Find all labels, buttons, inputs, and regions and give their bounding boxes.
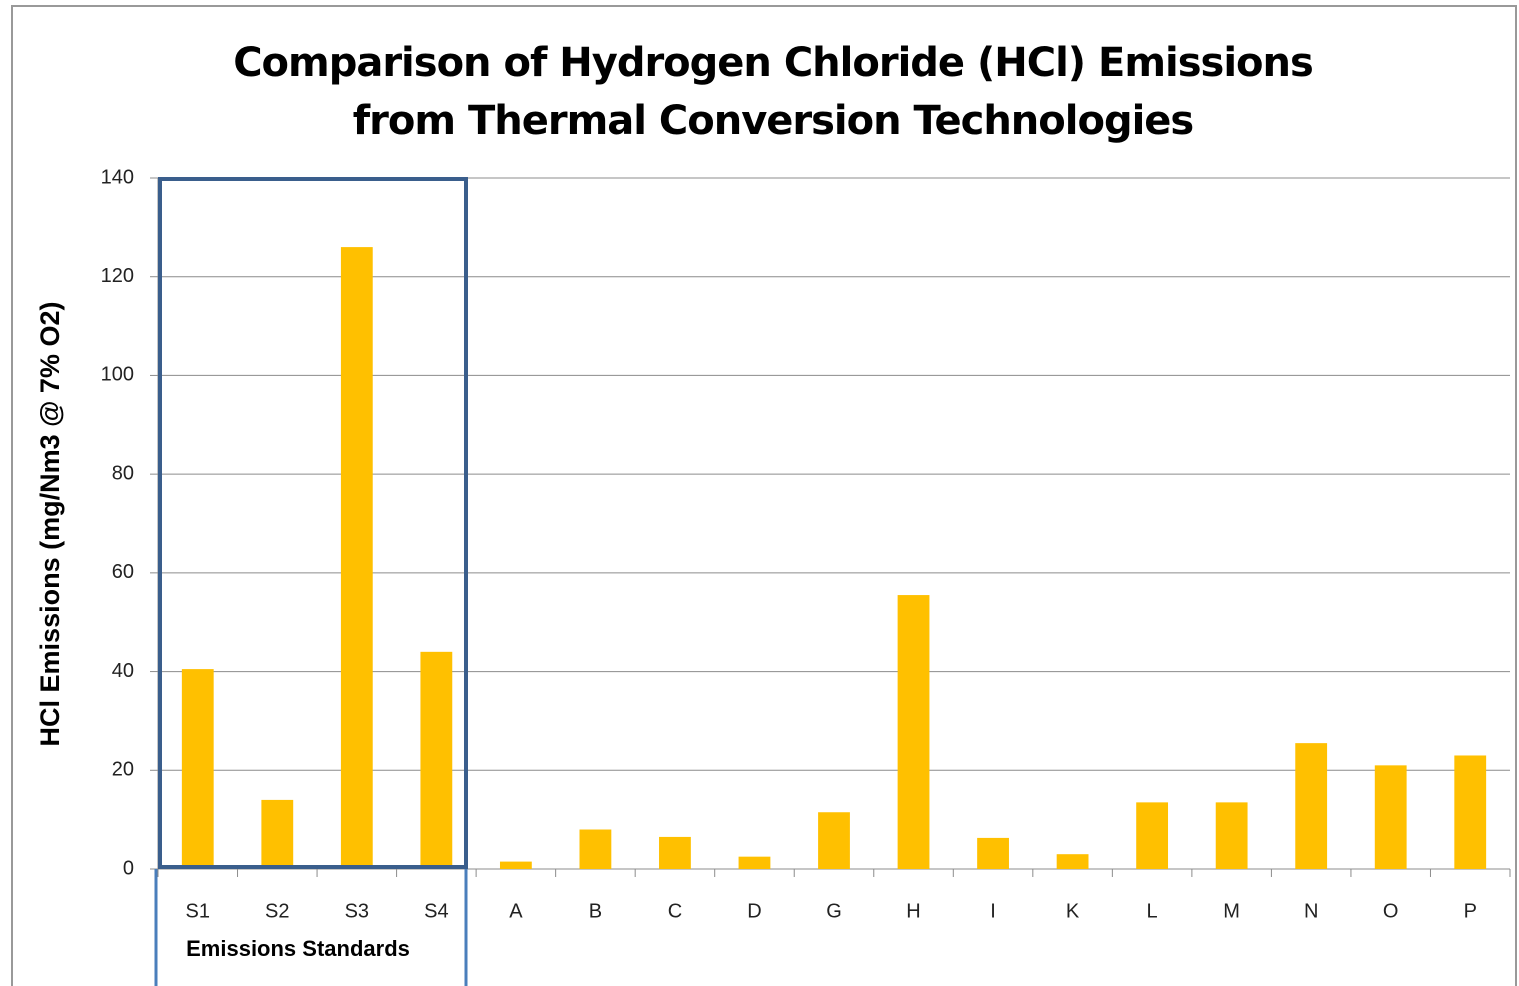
y-tick-label: 20 — [112, 759, 134, 781]
x-tick-label: A — [509, 900, 523, 922]
y-tick-label: 0 — [123, 857, 134, 879]
highlight-box — [158, 177, 468, 869]
bar — [1136, 802, 1169, 869]
x-tick-label: K — [1066, 900, 1080, 922]
annotation: Emissions Standards — [186, 936, 410, 961]
x-tick-label: P — [1464, 900, 1477, 922]
x-tick-label: G — [826, 900, 842, 922]
bar — [1374, 765, 1407, 869]
x-tick-label: O — [1383, 900, 1399, 922]
bar — [1295, 743, 1328, 869]
bar — [897, 595, 930, 869]
frame — [11, 5, 1517, 986]
x-tick-label: N — [1304, 900, 1318, 922]
bar — [181, 669, 214, 869]
y-tick-label: 80 — [112, 462, 134, 484]
x-tick-label: B — [589, 900, 602, 922]
x-tick-label: S3 — [345, 900, 369, 922]
bar — [818, 812, 850, 869]
chart-title: Comparison of Hydrogen Chloride (HCl) Em… — [233, 40, 1314, 144]
bar — [659, 836, 691, 869]
y-tick-label: 140 — [101, 166, 134, 188]
y-tick-label: 100 — [101, 364, 134, 386]
y-tick-label: 120 — [101, 265, 134, 287]
bar — [1056, 854, 1089, 869]
bar — [261, 799, 294, 869]
y-tick-label: 60 — [112, 561, 134, 583]
x-tick-label: C — [668, 900, 682, 922]
x-tick-label: H — [906, 900, 920, 922]
y-tick-label: 40 — [112, 660, 134, 682]
bar — [499, 861, 532, 869]
x-tick-label: S2 — [265, 900, 289, 922]
bar — [420, 651, 453, 869]
bar — [738, 856, 771, 869]
bar — [579, 829, 612, 869]
x-tick-label: S1 — [186, 900, 210, 922]
x-tick-label: L — [1147, 900, 1158, 922]
bar — [340, 247, 373, 870]
bar — [977, 837, 1009, 869]
bar — [1215, 802, 1248, 869]
x-tick-label: D — [747, 900, 761, 922]
x-tick-label: S4 — [424, 900, 448, 922]
x-tick-label: I — [990, 900, 996, 922]
x-tick-label: M — [1223, 900, 1240, 922]
y-axis-label: HCl Emissions (mg/Nm3 @ 7% O2) — [35, 302, 65, 747]
bar — [1454, 755, 1487, 869]
